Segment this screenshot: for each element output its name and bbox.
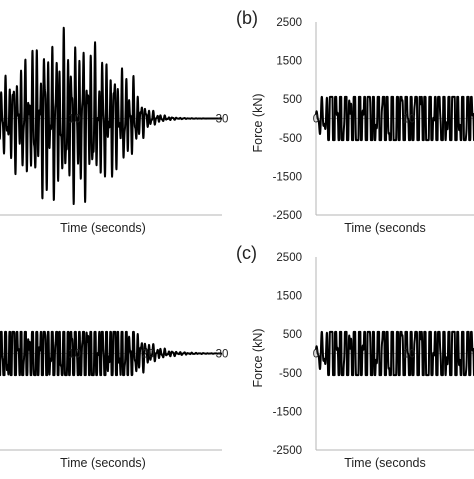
y-tick-label: -2500 [273, 445, 302, 457]
x-axis-title: Time (seconds [344, 221, 426, 235]
x-tick-label: 10 [68, 114, 81, 126]
series-line [315, 330, 474, 377]
x-axis-title: Time (seconds [344, 456, 426, 470]
y-tick-label: 1500 [276, 291, 302, 303]
x-tick-label: 10 [403, 349, 416, 361]
y-axis-title: Force (kN) [251, 93, 265, 152]
x-axis-title: Time (seconds) [60, 456, 146, 470]
series-line [0, 26, 223, 206]
y-axis-title: Force (kN) [251, 328, 265, 387]
panel-label: (b) [236, 8, 258, 28]
x-tick-label: 30 [216, 114, 229, 126]
x-tick-label: 10 [403, 114, 416, 126]
panel-label: (c) [236, 243, 257, 263]
x-axis-title: Time (seconds) [60, 221, 146, 235]
chart-panel-top-left: 10 30 Time (seconds) [0, 26, 229, 235]
y-tick-label: -2500 [273, 210, 302, 222]
chart-panel-bottom-left: 10 20 30 Time (seconds) [0, 330, 229, 470]
x-tick-label: 10 [68, 349, 81, 361]
y-tick-label: -500 [279, 368, 302, 380]
y-tick-label: -1500 [273, 406, 302, 418]
y-tick-label: -1500 [273, 171, 302, 183]
x-tick-label: 20 [142, 349, 155, 361]
y-tick-label: 1500 [276, 56, 302, 68]
series-line [315, 95, 474, 142]
y-tick-label: 500 [283, 94, 302, 106]
x-tick-label: 0 [313, 114, 319, 126]
y-tick-label: -500 [279, 133, 302, 145]
y-tick-label: 500 [283, 329, 302, 341]
x-tick-label: 0 [313, 349, 319, 361]
y-tick-label: 2500 [276, 17, 302, 29]
x-tick-label: 30 [216, 349, 229, 361]
y-tick-label: 2500 [276, 252, 302, 264]
series-line [0, 330, 223, 377]
